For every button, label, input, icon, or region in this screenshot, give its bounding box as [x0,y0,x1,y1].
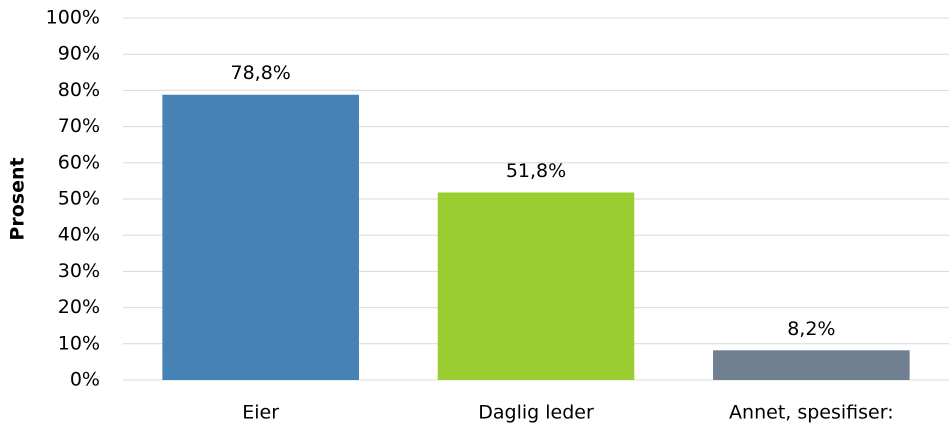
y-tick-label: 70% [58,115,100,137]
data-label: 8,2% [787,318,835,340]
bar [437,192,635,380]
y-tick-label: 60% [58,151,100,173]
bar [713,350,910,380]
y-axis-label: Prosent [7,157,29,240]
y-tick-label: 80% [58,79,100,101]
y-tick-label: 30% [58,260,100,282]
y-tick-label: 50% [58,188,100,210]
y-tick-label: 100% [46,7,100,29]
y-tick-label: 0% [70,369,100,391]
y-tick-label: 20% [58,296,100,318]
bar [162,94,359,380]
y-tick-label: 90% [58,43,100,65]
data-label: 78,8% [230,62,290,84]
y-tick-label: 40% [58,224,100,246]
data-label: 51,8% [506,160,566,182]
x-tick-label: Eier [242,402,279,424]
x-tick-label: Daglig leder [478,402,594,424]
x-tick-label: Annet, spesifiser: [729,402,894,424]
y-tick-label: 10% [58,332,100,354]
